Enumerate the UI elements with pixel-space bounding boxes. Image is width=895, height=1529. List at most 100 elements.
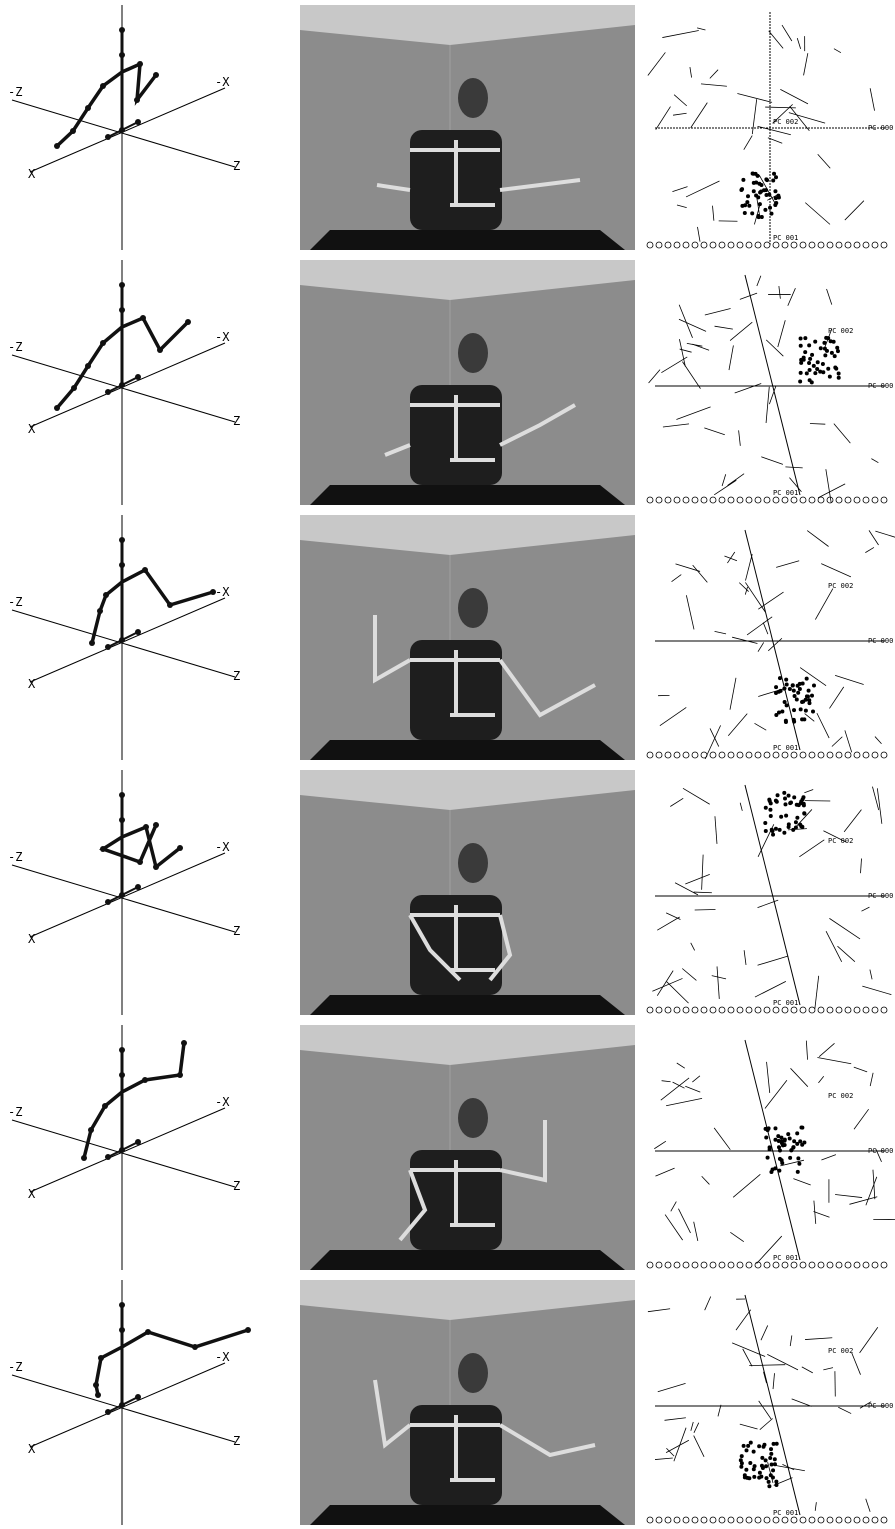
axis-label: X (28, 422, 36, 436)
pca-point (765, 178, 769, 182)
pca-label: PC 000 (868, 382, 893, 390)
pca-trace (749, 1365, 785, 1366)
pca-trace (805, 203, 830, 225)
pca-trace (705, 725, 720, 759)
axis-x (30, 88, 225, 172)
pca-baseline-dot (845, 497, 851, 503)
pca-trace (826, 931, 842, 962)
pca-baseline-dot (863, 242, 869, 248)
pca-baseline-dot (773, 1262, 779, 1268)
pca-baseline-dot (728, 752, 734, 758)
figure-row: -Z-XXZPC 002PC 000PC 001 (8, 260, 893, 505)
pca-baseline-dot (872, 242, 878, 248)
pca-point (758, 202, 762, 206)
joint (181, 1040, 187, 1046)
pca-point (764, 806, 768, 810)
pca-baseline-dot (845, 1262, 851, 1268)
joint (119, 792, 125, 798)
joint (71, 385, 77, 391)
pca-point (788, 1136, 792, 1140)
pca-point (803, 336, 807, 340)
pca-trace (694, 1423, 699, 1433)
pca-trace (849, 1197, 877, 1205)
pca-point (792, 795, 796, 799)
pca-baseline-dot (854, 752, 860, 758)
pca-trace (718, 1405, 721, 1417)
pca-label: PC 001 (773, 999, 798, 1007)
pca-label: PC 002 (828, 1092, 853, 1100)
pca-baseline-dot (746, 1262, 752, 1268)
pca-point (743, 1475, 747, 1479)
pca-trace (715, 816, 717, 844)
pca-point (797, 803, 801, 807)
pca-baseline-dot (836, 752, 842, 758)
arm (122, 1043, 184, 1092)
pca-trace (722, 474, 726, 486)
pca-trace (835, 1194, 862, 1197)
pca-baseline-dot (764, 497, 770, 503)
pca-label: PC 001 (773, 489, 798, 497)
pca-baseline-dot (665, 752, 671, 758)
pca-baseline-dot (656, 1262, 662, 1268)
pca-point (800, 825, 804, 829)
figure-row: -Z-XXZPC 002PC 000PC 001 (8, 1025, 895, 1270)
pca-baseline-dot (701, 752, 707, 758)
pca-baseline-dot (755, 1262, 761, 1268)
pca-trace (870, 88, 874, 110)
joint (119, 307, 125, 313)
pca-trace (773, 1373, 774, 1389)
pca-trace (761, 1325, 768, 1340)
pca-trace (685, 874, 709, 884)
pca-baseline-dot (836, 1517, 842, 1523)
pca-trace (747, 617, 772, 635)
pca-baseline-dot (719, 497, 725, 503)
pca-trace (752, 99, 756, 134)
pca-trace (679, 319, 706, 331)
pca-point (802, 812, 806, 816)
pca-point (792, 720, 796, 724)
pca-trace (766, 340, 783, 356)
pca-trace (674, 1428, 686, 1462)
joint (143, 824, 149, 830)
pca-trace (692, 344, 709, 350)
pca-point (826, 367, 830, 371)
pca-trace (870, 970, 872, 980)
pca-trace (744, 950, 746, 965)
pca-baseline-dot (674, 1517, 680, 1523)
pca-label: PC 000 (868, 1147, 893, 1155)
pca-trace (693, 565, 708, 582)
pca-trace (780, 89, 808, 103)
pca-baseline-dot (683, 1007, 689, 1013)
pca-point (783, 700, 787, 704)
pca-baseline-dot (746, 1007, 752, 1013)
pca-trace (730, 322, 752, 340)
pca-baseline-dot (728, 1517, 734, 1523)
pca-baseline-dot (719, 1262, 725, 1268)
pca-baseline-dot (665, 1007, 671, 1013)
joint (102, 1103, 108, 1109)
pca-baseline-dot (692, 497, 698, 503)
pca-point (764, 1458, 768, 1462)
pca-trace (782, 25, 792, 41)
axis-label: -X (215, 1095, 230, 1109)
pca-trace (870, 1073, 873, 1086)
pca-trace (677, 1063, 685, 1068)
pca-trace (829, 918, 860, 939)
pca-trace (665, 1215, 683, 1241)
pca-point (778, 828, 782, 832)
pca-baseline-dot (800, 242, 806, 248)
pca-baseline-dot (863, 1517, 869, 1523)
pca-trace (701, 84, 727, 86)
pca-trace (755, 981, 786, 997)
joint (119, 27, 125, 33)
pca-baseline-dot (863, 752, 869, 758)
pca-trace (714, 1128, 730, 1150)
pca-label: PC 000 (868, 892, 893, 900)
pca-baseline-dot (737, 242, 743, 248)
joint (167, 602, 173, 608)
pca-point (759, 183, 763, 187)
pca-baseline-dot (845, 1007, 851, 1013)
pca-trace (866, 1177, 877, 1205)
pca-point (808, 368, 812, 372)
pca-baseline-dot (818, 1262, 824, 1268)
